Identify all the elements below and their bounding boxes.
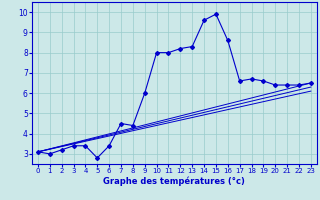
X-axis label: Graphe des températures (°c): Graphe des températures (°c) xyxy=(103,177,245,186)
